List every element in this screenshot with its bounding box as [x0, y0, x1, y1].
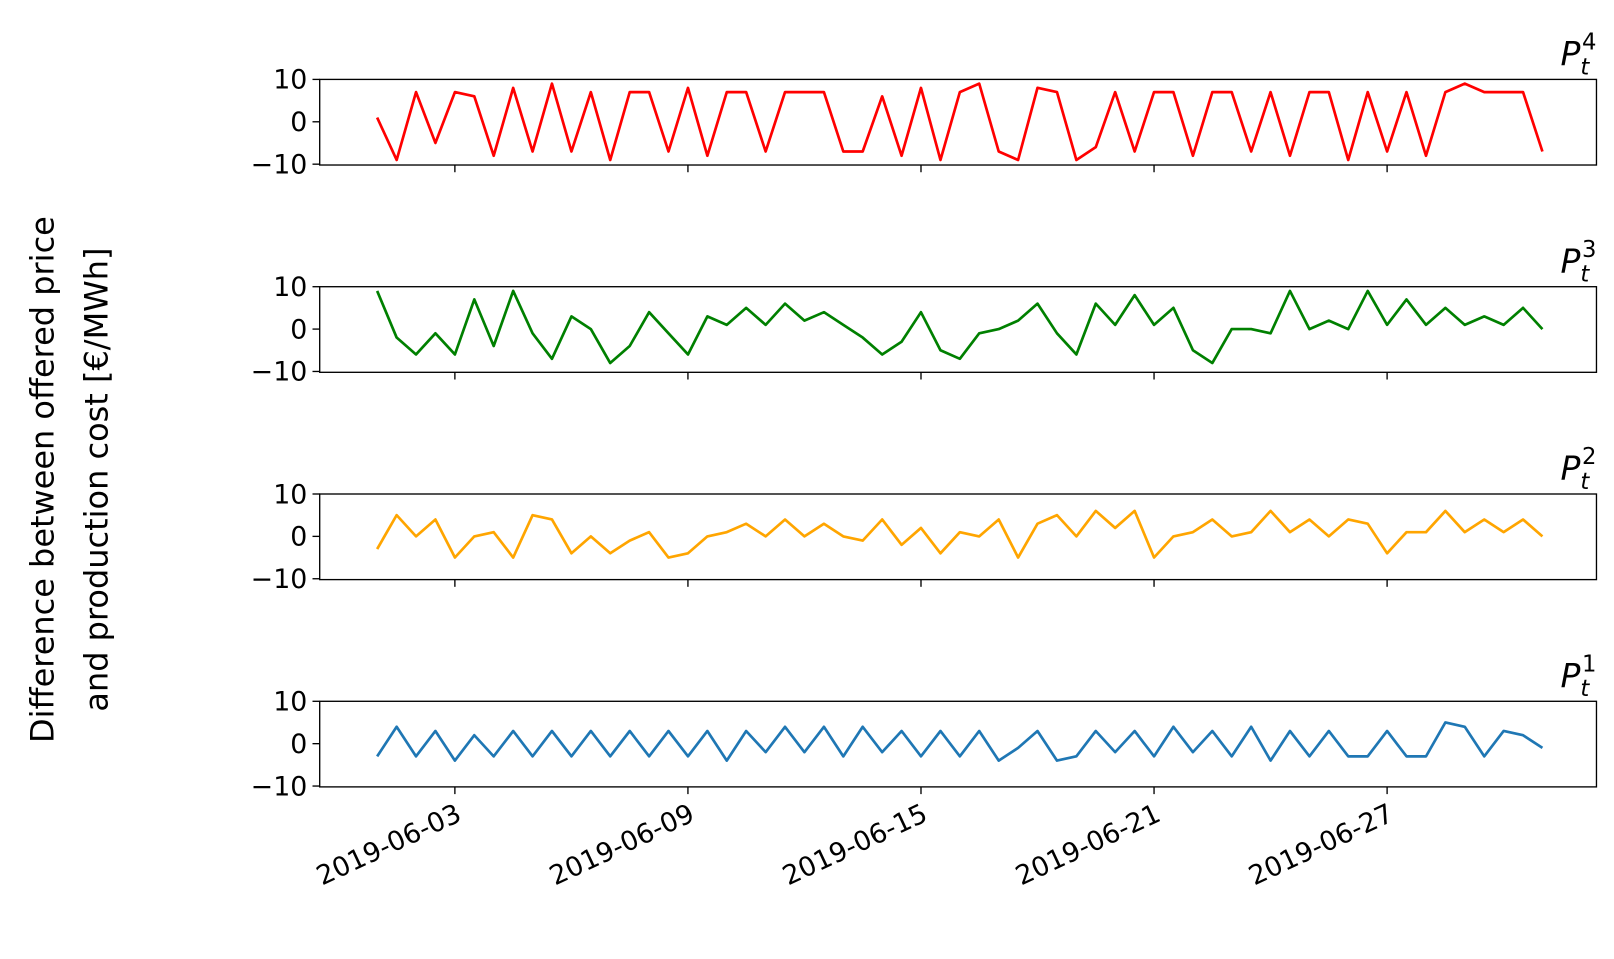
- y-tick-label: −10: [251, 357, 308, 388]
- title-sup: 4: [1582, 30, 1596, 56]
- x-tick-label: 2019-06-27: [1244, 798, 1398, 892]
- y-tick-label: −10: [251, 771, 308, 802]
- y-axis-label: Difference between offered price: [24, 216, 62, 743]
- y-tick-label: 10: [273, 479, 307, 510]
- series-line: [375, 289, 1544, 365]
- title-sup: 2: [1582, 444, 1596, 470]
- title-sub: t: [1580, 469, 1590, 495]
- title-base: P: [1560, 241, 1580, 280]
- axes-frame: [319, 700, 1598, 788]
- y-tick-label: 10: [273, 687, 307, 718]
- subplot-title: Pt1: [1560, 651, 1596, 702]
- title-sup: 3: [1582, 237, 1596, 263]
- series-line: [375, 509, 1544, 559]
- y-axis-label: and production cost [€/MWh]: [77, 248, 115, 712]
- y-tick-label: −10: [251, 564, 308, 595]
- y-tick-label: 10: [273, 65, 307, 96]
- y-tick-label: 0: [290, 522, 307, 553]
- y-tick-label: −10: [251, 149, 308, 180]
- x-tick-label: 2019-06-15: [778, 798, 932, 892]
- subplot-title: Pt4: [1560, 30, 1596, 81]
- title-sub: t: [1580, 676, 1590, 702]
- subplot-title: Pt2: [1560, 444, 1596, 495]
- y-tick-label: 0: [290, 107, 307, 138]
- x-tick-label: 2019-06-21: [1011, 798, 1165, 892]
- title-sub: t: [1580, 54, 1590, 80]
- title-sub: t: [1580, 262, 1590, 288]
- title-sup: 1: [1582, 651, 1596, 677]
- y-tick-label: 0: [290, 729, 307, 760]
- y-tick-label: 10: [273, 272, 307, 303]
- x-tick-label: 2019-06-09: [545, 798, 699, 892]
- subplot-title: Pt3: [1560, 237, 1596, 288]
- title-base: P: [1560, 34, 1580, 73]
- y-tick-label: 0: [290, 314, 307, 345]
- axes-frame: [319, 493, 1598, 581]
- title-base: P: [1560, 656, 1580, 695]
- x-tick-label: 2019-06-03: [312, 798, 466, 892]
- series-line: [376, 721, 1544, 762]
- title-base: P: [1560, 449, 1580, 488]
- series-line: [375, 82, 1544, 162]
